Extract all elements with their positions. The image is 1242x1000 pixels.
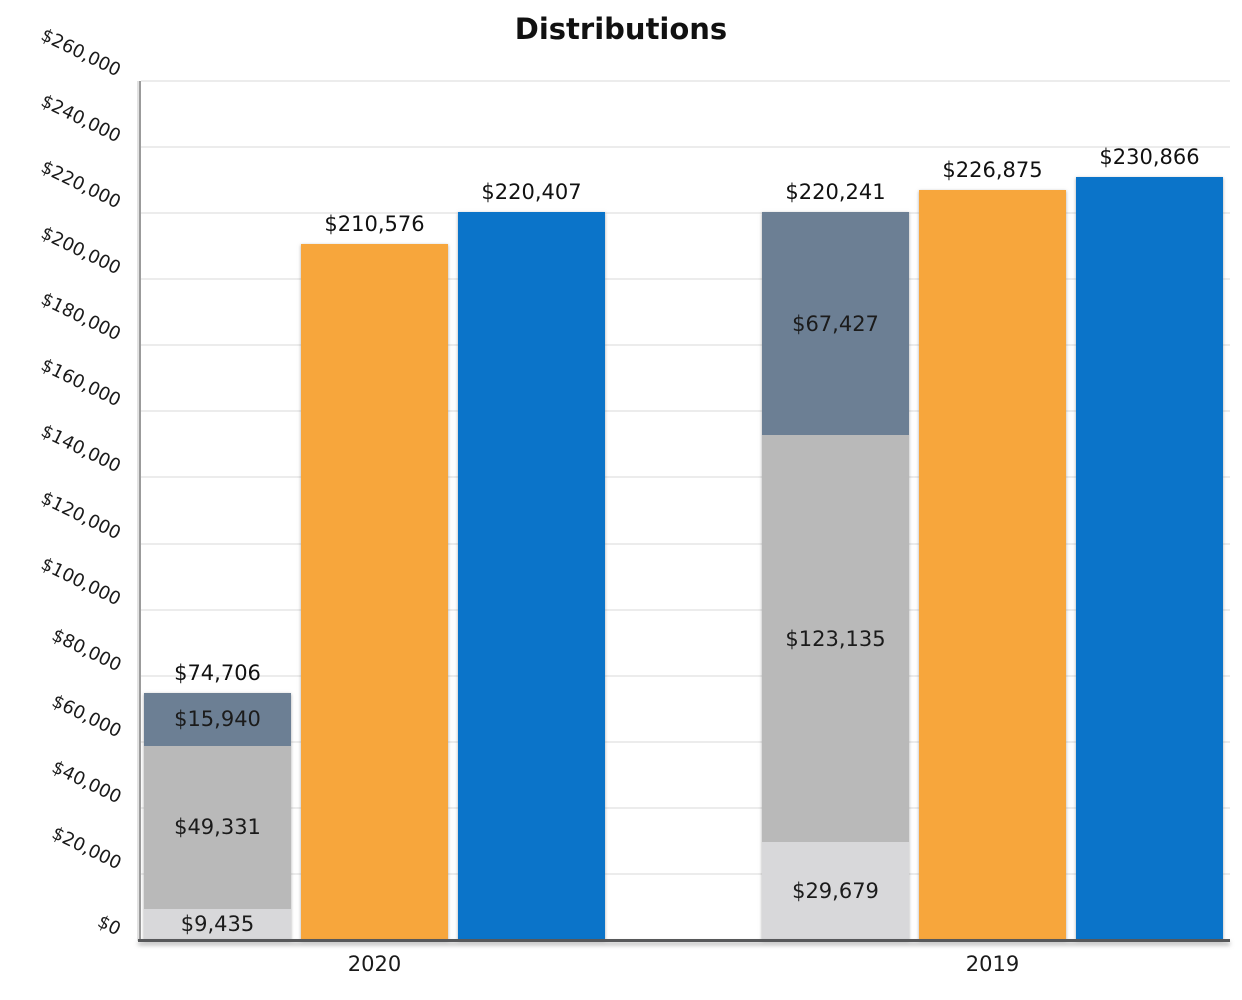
gridline xyxy=(141,542,1230,545)
bar-2019-stacked: $29,679 $123,135 $67,427 $220,241 xyxy=(762,81,909,940)
gridline xyxy=(141,212,1230,215)
y-axis-tick-label: $200,000 xyxy=(37,222,125,280)
gridline xyxy=(141,872,1230,875)
y-axis-tick-label: $60,000 xyxy=(47,690,125,742)
bar-segment: $123,135 xyxy=(762,435,909,842)
bar-segment: $67,427 xyxy=(762,212,909,436)
y-axis-tick-label: $20,000 xyxy=(47,822,125,875)
gridline xyxy=(141,344,1230,347)
y-axis-tick-label: $220,000 xyxy=(37,156,125,214)
y-axis-tick-label: $100,000 xyxy=(37,553,125,610)
gridline xyxy=(141,476,1230,479)
segment-value-label: $123,135 xyxy=(785,626,886,651)
bar-segment: $9,435 xyxy=(144,908,291,940)
y-axis-tick-label: $120,000 xyxy=(37,487,125,544)
bar-segment: $29,679 xyxy=(762,841,909,940)
gridline xyxy=(141,806,1230,809)
bar-2019-orange: $226,875 xyxy=(919,81,1066,940)
bar-segment: $15,940 xyxy=(144,693,291,746)
gridline xyxy=(141,608,1230,611)
bar-2020-blue: $220,407 xyxy=(458,81,605,940)
segment-value-label: $15,940 xyxy=(174,707,261,732)
bar-value-label: $210,576 xyxy=(324,212,425,237)
bar-2019-blue: $230,866 xyxy=(1076,81,1223,940)
y-axis-tick-label: $40,000 xyxy=(47,756,125,809)
segment-value-label: $29,679 xyxy=(792,878,879,903)
y-axis-line xyxy=(139,81,141,941)
bar-2020-stacked: $9,435 $49,331 $15,940 $74,706 xyxy=(144,81,291,940)
segment-value-label: $49,331 xyxy=(174,815,261,840)
x-axis-category-label: 2020 xyxy=(347,952,402,976)
y-axis-tick-label: $240,000 xyxy=(37,90,125,148)
bar-2020-orange: $210,576 xyxy=(301,81,448,940)
segment-value-label: $9,435 xyxy=(180,912,255,937)
bar-value-label: $220,407 xyxy=(481,179,582,204)
stacked-bar: $29,679 $123,135 $67,427 xyxy=(762,212,909,940)
bar-value-label: $226,875 xyxy=(942,158,1043,183)
gridline xyxy=(141,80,1230,82)
bar-value-label: $230,866 xyxy=(1099,145,1200,170)
plot-area: $9,435 $49,331 $15,940 $74,706 $210,576 $220,… xyxy=(138,80,1230,942)
gridline xyxy=(141,410,1230,413)
x-axis-line xyxy=(138,939,1230,942)
stacked-bar: $9,435 $49,331 $15,940 xyxy=(144,693,291,940)
gridline xyxy=(141,674,1230,677)
y-axis-tick-label: $0 xyxy=(94,911,125,941)
gridline xyxy=(141,278,1230,281)
x-axis-category-label: 2019 xyxy=(965,952,1020,976)
y-axis-tick-label: $140,000 xyxy=(37,421,125,478)
bar-rect xyxy=(301,244,448,940)
bar-value-label: $74,706 xyxy=(174,661,261,686)
gridline xyxy=(141,740,1230,743)
bar-rect xyxy=(1076,177,1223,940)
chart-title: Distributions xyxy=(514,12,728,46)
bar-value-label: $220,241 xyxy=(785,180,886,205)
bar-rect xyxy=(919,190,1066,940)
bar-segment: $49,331 xyxy=(144,745,291,909)
y-axis-tick-label: $180,000 xyxy=(37,288,125,346)
y-axis-tick-label: $80,000 xyxy=(47,624,125,676)
bar-rect xyxy=(458,211,605,940)
segment-value-label: $67,427 xyxy=(792,311,879,336)
gridline xyxy=(141,146,1230,149)
y-axis-tick-label: $160,000 xyxy=(37,355,125,412)
